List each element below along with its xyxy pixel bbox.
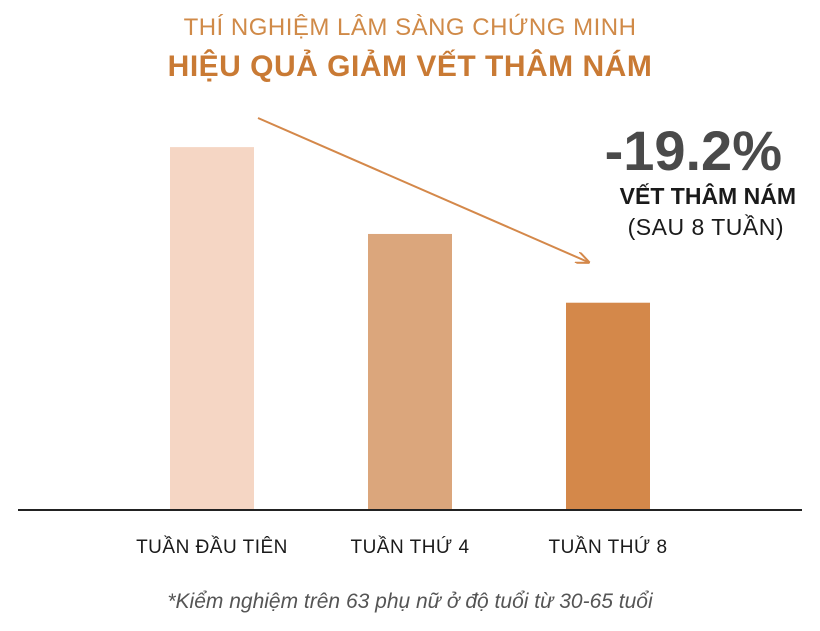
bar-1 [170, 147, 254, 509]
x-tick-label-1: TUẦN ĐẦU TIÊN [136, 536, 288, 558]
x-tick-label-3: TUẦN THỨ 8 [548, 536, 667, 558]
chart-title-line2: HIỆU QUẢ GIẢM VẾT THÂM NÁM [167, 50, 653, 83]
bar-3 [566, 302, 650, 509]
reduction-sublabel: (SAU 8 TUẦN) [627, 214, 784, 240]
chart-title-line1: THÍ NGHIỆM LÂM SÀNG CHỨNG MINH [183, 14, 637, 41]
footnote: *Kiểm nghiệm trên 63 phụ nữ ở độ tuổi từ… [167, 590, 653, 613]
reduction-percent: -19.2% [604, 119, 782, 182]
reduction-label: VẾT THÂM NÁM [619, 183, 796, 209]
x-tick-label-2: TUẦN THỨ 4 [350, 536, 469, 558]
trend-arrow [257, 117, 588, 262]
bar-2 [368, 233, 452, 509]
